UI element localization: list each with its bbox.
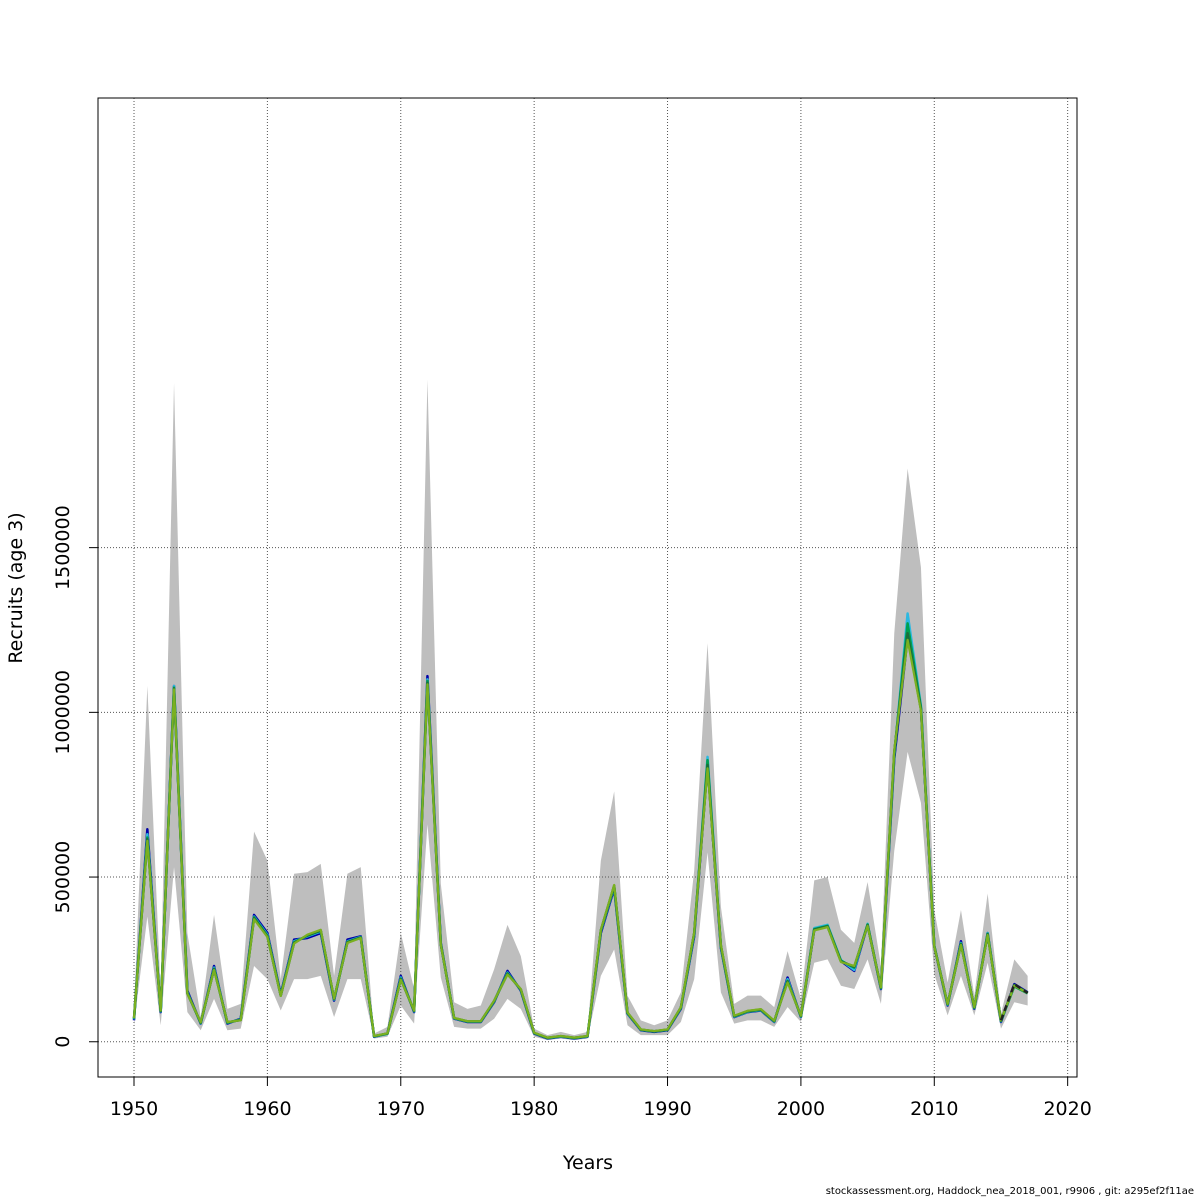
y-axis-title: Recruits (age 3)	[5, 512, 27, 663]
footnote: stockassessment.org, Haddock_nea_2018_00…	[825, 1186, 1194, 1197]
x-axis-title: Years	[562, 1152, 613, 1174]
x-tick-label-2010: 2010	[910, 1098, 958, 1120]
y-tick-label-1000000: 1000000	[52, 670, 74, 755]
y-tick-label-0: 0	[52, 1036, 74, 1048]
plot-frame	[97, 97, 1078, 1078]
series-layer	[132, 612, 1029, 1040]
x-tick-label-1960: 1960	[243, 1098, 291, 1120]
grid-layer	[98, 98, 1077, 1077]
x-tick-label-1990: 1990	[643, 1098, 691, 1120]
y-tick-label-500000: 500000	[52, 841, 74, 914]
confidence-band-layer	[134, 379, 1028, 1041]
x-tick-label-1950: 1950	[110, 1098, 158, 1120]
confidence-band	[134, 379, 1028, 1041]
x-tick-label-1970: 1970	[377, 1098, 425, 1120]
x-tick-label-1980: 1980	[510, 1098, 558, 1120]
axis-layer: 1950 1960 1970 1980 1990 2000 2010 2020 0 500000 1…	[52, 505, 1092, 1120]
x-tick-label-2020: 2020	[1043, 1098, 1091, 1120]
y-tick-label-1500000: 1500000	[52, 505, 74, 590]
series-line-6	[999, 982, 1029, 1021]
series-line-5	[132, 638, 1029, 1039]
x-tick-label-2000: 2000	[777, 1098, 825, 1120]
